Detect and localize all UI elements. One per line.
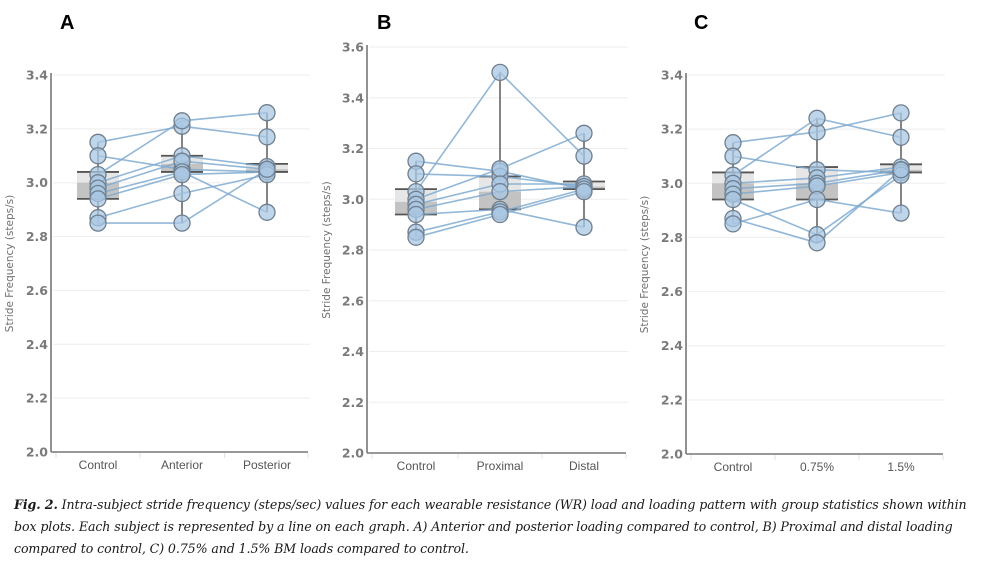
y-tick-label: 3.6: [342, 40, 364, 55]
figure-caption: Fig. 2. Intra-subject stride frequency (…: [14, 494, 974, 560]
caption-text: Intra-subject stride frequency (steps/se…: [14, 497, 967, 556]
panel-letter: C: [694, 12, 708, 34]
y-tick-label: 2.0: [26, 445, 48, 460]
x-category-label: 0.75%: [800, 460, 834, 474]
y-tick-label: 2.4: [26, 337, 48, 352]
data-point: [892, 161, 910, 179]
data-point: [258, 104, 276, 122]
data-point: [575, 124, 593, 142]
x-category-label: Control: [714, 460, 753, 474]
panel-letter: B: [377, 12, 391, 34]
x-category-label: Proximal: [477, 459, 524, 473]
data-point: [407, 165, 425, 183]
data-point: [892, 128, 910, 146]
y-tick-label: 2.2: [26, 391, 48, 406]
data-point: [258, 203, 276, 221]
data-point: [491, 160, 509, 178]
x-category-label: Control: [397, 459, 436, 473]
panel-c: C 2.0 2.2 2.4 2.6 2.8 3.0 3.2 3.4 Stride Frequenc…: [639, 12, 945, 474]
data-point: [258, 128, 276, 146]
x-category-label: Control: [79, 458, 118, 472]
data-point: [575, 147, 593, 165]
panel-b: B 2.0 2.2 2.4 2.6 2.8 3.0 3.2 3.4 3.6 Stride Frequ…: [321, 12, 628, 473]
y-tick-label: 3.4: [26, 68, 48, 83]
x-category-label: Posterior: [243, 458, 291, 472]
y-tick-label: 3.0: [342, 192, 364, 207]
y-tick-label: 3.0: [661, 176, 683, 191]
y-tick-label: 2.6: [26, 283, 48, 298]
y-tick-label: 2.6: [342, 293, 364, 308]
y-tick-label: 2.4: [342, 344, 364, 359]
y-tick-label: 2.8: [26, 229, 48, 244]
panel-a: A 2.0 2.2 2.4 2.6 2.8 3.0 3.2 3.4 Stride Frequenc…: [4, 12, 310, 472]
data-point: [724, 215, 742, 233]
data-point: [89, 147, 107, 165]
y-tick-label: 3.2: [661, 122, 683, 137]
y-tick-label: 2.4: [661, 338, 683, 353]
y-axis-title: Stride Frequency (steps/s): [639, 196, 651, 333]
data-point: [491, 205, 509, 224]
y-tick-label: 2.2: [661, 392, 683, 407]
x-category-label: Distal: [569, 459, 599, 473]
data-point: [808, 109, 826, 127]
y-tick-label: 3.2: [342, 141, 364, 156]
data-point: [575, 218, 593, 236]
y-tick-label: 2.8: [661, 230, 683, 245]
data-point: [808, 234, 826, 252]
data-point: [407, 228, 425, 246]
data-point: [491, 182, 509, 201]
data-point: [892, 204, 910, 222]
data-point: [89, 190, 107, 208]
y-tick-label: 3.2: [26, 121, 48, 136]
y-tick-label: 3.4: [661, 68, 683, 83]
data-point: [173, 184, 191, 203]
y-tick-label: 2.8: [342, 243, 364, 258]
y-tick-label: 2.6: [661, 284, 683, 299]
data-point: [724, 147, 742, 165]
data-point: [892, 104, 910, 122]
data-point: [407, 205, 425, 224]
caption-fig-label: Fig. 2.: [14, 497, 58, 512]
x-category-label: 1.5%: [887, 460, 915, 474]
y-tick-label: 2.2: [342, 395, 364, 410]
y-tick-label: 3.0: [26, 175, 48, 190]
figure-panels: A 2.0 2.2 2.4 2.6 2.8 3.0 3.2 3.4 Stride Frequenc…: [4, 12, 945, 474]
data-point: [724, 190, 742, 209]
data-point: [258, 160, 276, 178]
data-point: [575, 182, 593, 201]
data-point: [173, 112, 191, 130]
y-tick-label: 2.0: [342, 446, 364, 461]
data-point: [491, 63, 509, 82]
data-point: [808, 190, 826, 209]
y-tick-label: 2.0: [661, 447, 683, 462]
data-point: [173, 165, 191, 184]
x-category-label: Anterior: [161, 458, 203, 472]
y-tick-label: 3.4: [342, 90, 364, 105]
y-axis-title: Stride Frequency (steps/s): [4, 195, 16, 332]
data-point: [173, 214, 191, 232]
y-axis-title: Stride Frequency (steps/s): [321, 181, 333, 318]
panel-letter: A: [60, 12, 74, 34]
box-lower-half: [479, 191, 521, 210]
data-point: [89, 214, 107, 232]
